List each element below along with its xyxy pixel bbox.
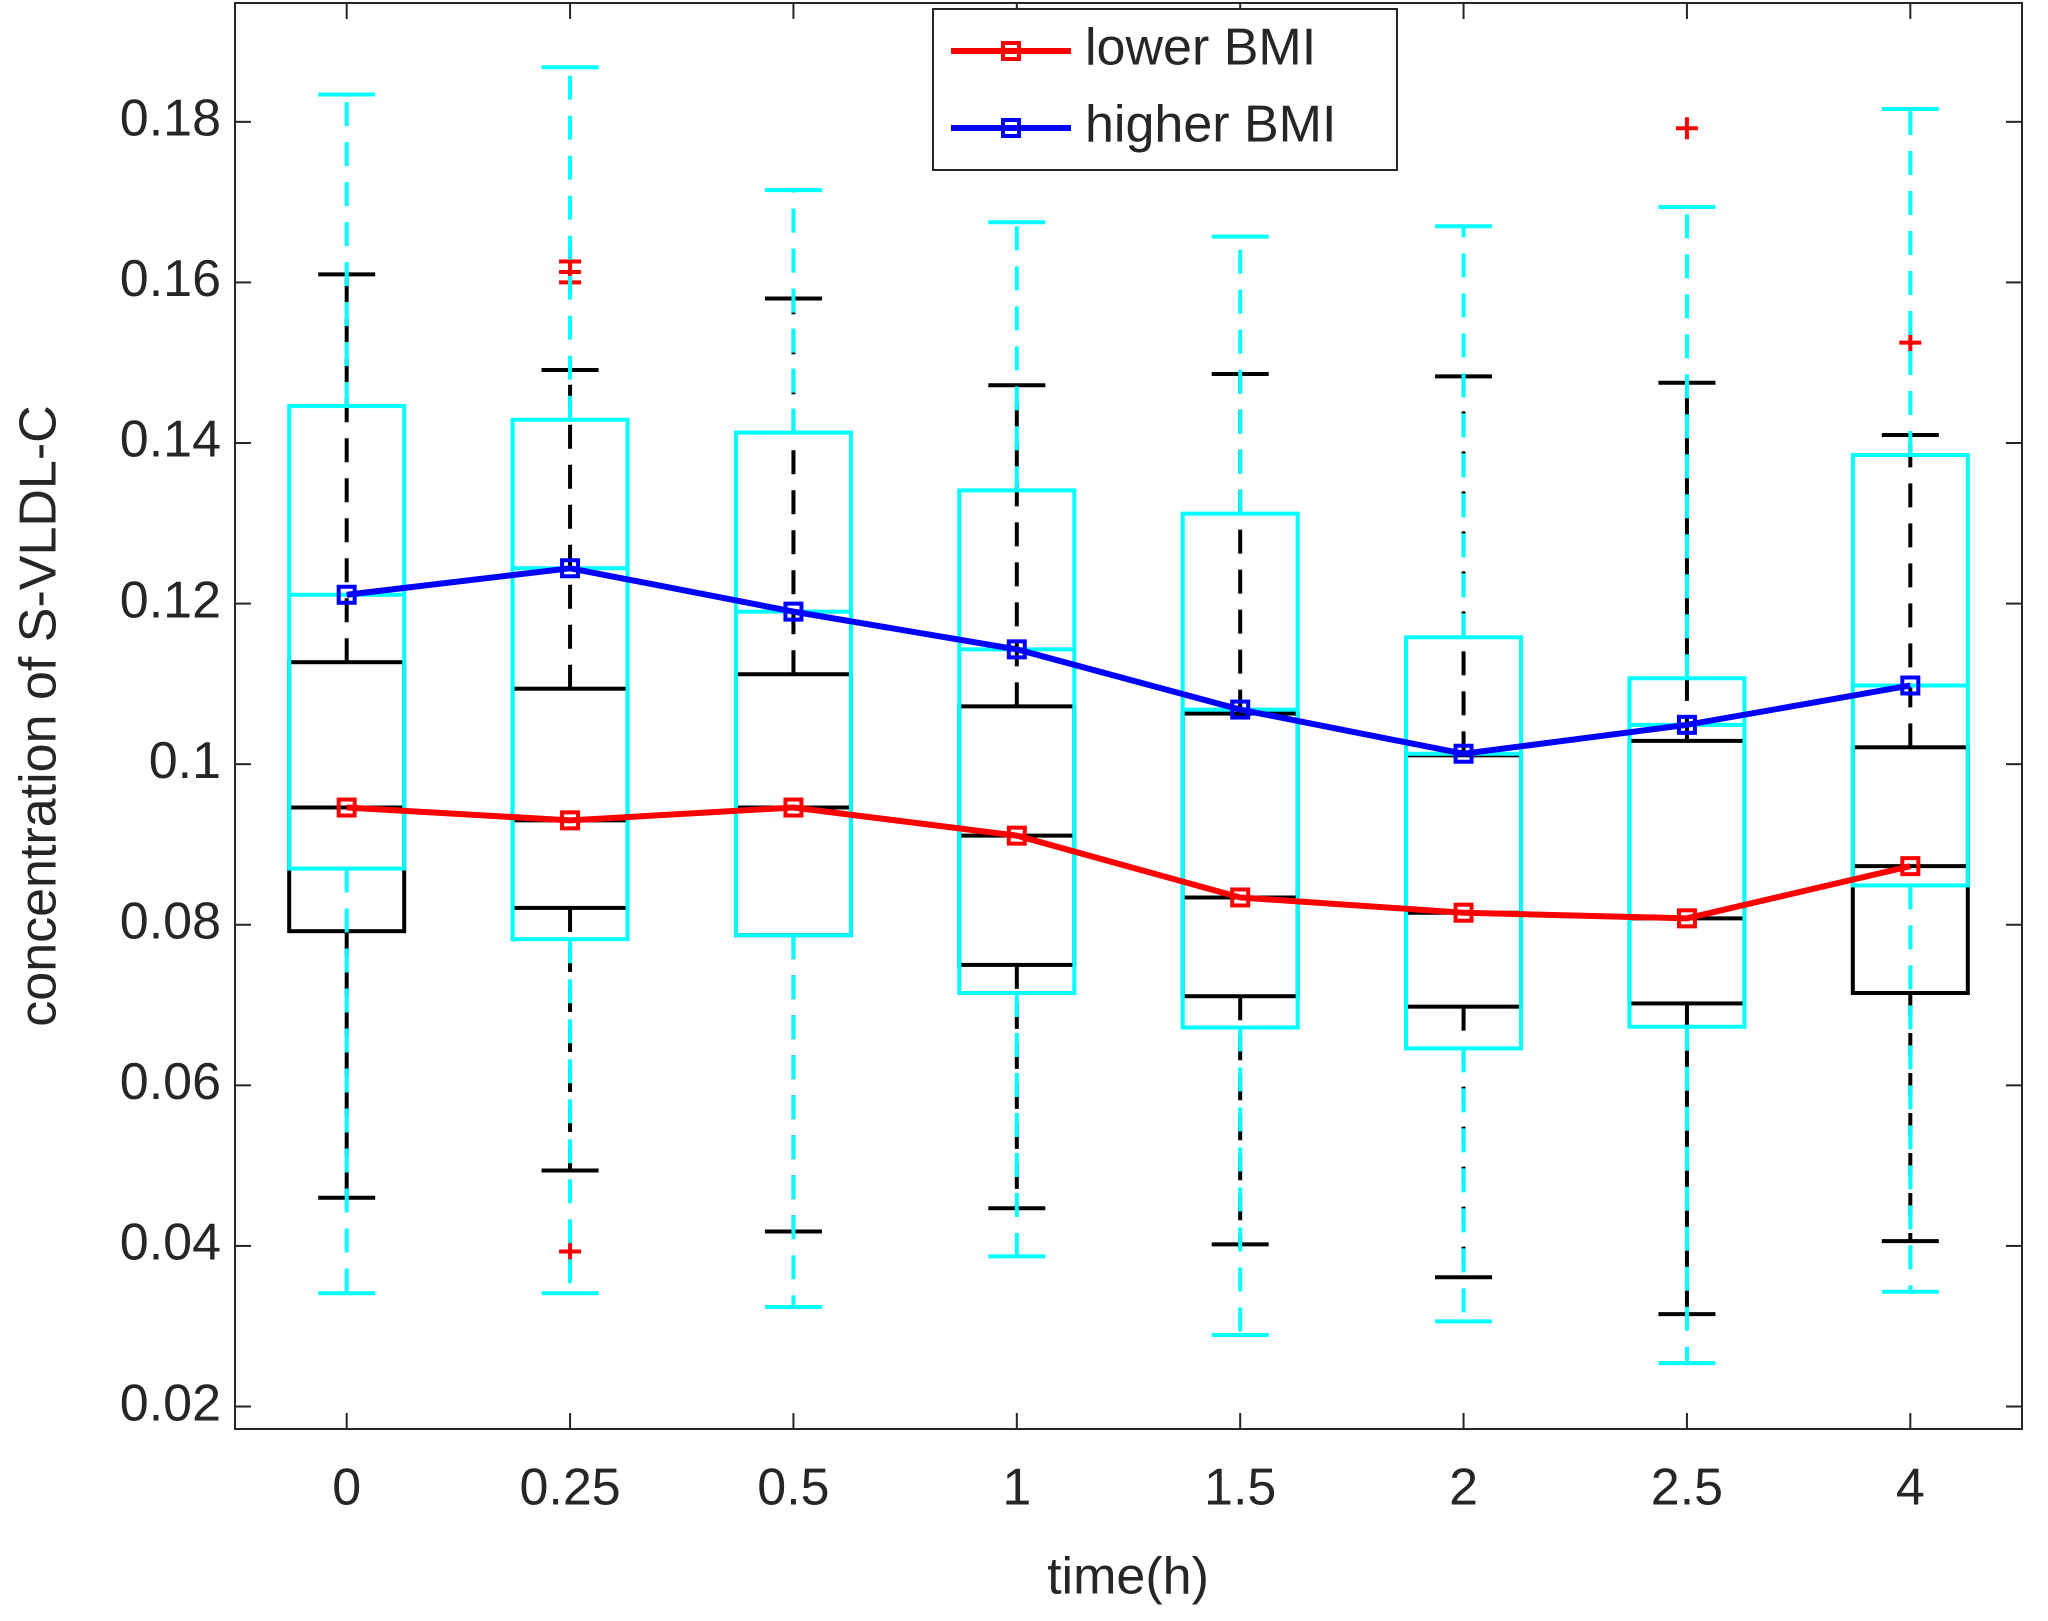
x-tick-label: 0.5 (757, 1459, 829, 1517)
line-marker (1006, 825, 1027, 846)
line-marker (336, 584, 357, 605)
y-tick-label: 0.02 (120, 1374, 221, 1432)
line-marker (560, 810, 581, 831)
box (510, 417, 630, 942)
median-line (346, 804, 1911, 922)
legend-marker (1001, 41, 1021, 61)
legend-box (932, 8, 1398, 171)
y-tick-label: 0.08 (120, 892, 221, 950)
box (1180, 511, 1300, 1030)
line-marker (1230, 699, 1251, 720)
x-axis-label: time(h) (1047, 1548, 1209, 1606)
line-marker (1453, 743, 1474, 764)
legend-marker (1001, 118, 1021, 138)
y-tick-label: 0.18 (120, 90, 221, 148)
legend-label: higher BMI (1085, 96, 1336, 154)
outlier (559, 1240, 582, 1263)
x-tick-label: 0 (332, 1459, 361, 1517)
box (1627, 738, 1747, 1006)
line-marker (1900, 856, 1921, 877)
box (733, 430, 853, 938)
line-marker (1230, 887, 1251, 908)
y-tick-label: 0.1 (149, 732, 221, 790)
line-marker (1676, 714, 1697, 735)
line-marker (1900, 675, 1921, 696)
x-tick-label: 2.5 (1651, 1459, 1723, 1517)
y-tick-label: 0.16 (120, 250, 221, 308)
box (1850, 453, 1970, 888)
line-marker (1006, 639, 1027, 660)
y-axis-label: concentration of S-VLDL-C (10, 405, 68, 1026)
box (1627, 676, 1747, 1029)
x-tick-label: 1 (1002, 1459, 1031, 1517)
x-tick-label: 4 (1896, 1459, 1925, 1517)
median-line (346, 565, 1911, 757)
x-tick-label: 1.5 (1204, 1459, 1276, 1517)
outlier (1899, 331, 1922, 354)
box (1404, 635, 1524, 1051)
line-marker (1453, 902, 1474, 923)
x-tick-label: 0.25 (519, 1459, 620, 1517)
box (510, 686, 630, 910)
y-tick-label: 0.12 (120, 571, 221, 629)
y-tick-label: 0.04 (120, 1214, 221, 1272)
y-tick-label: 0.14 (120, 411, 221, 469)
legend-label: lower BMI (1085, 19, 1316, 77)
box (287, 404, 407, 871)
x-tick-label: 2 (1449, 1459, 1478, 1517)
line-marker (783, 797, 804, 818)
line-marker (1676, 908, 1697, 929)
box (1180, 711, 1300, 999)
box (1850, 745, 1970, 996)
box (957, 488, 1077, 996)
line-marker (783, 601, 804, 622)
outlier (1675, 117, 1698, 140)
line-marker (560, 558, 581, 579)
line-marker (336, 797, 357, 818)
box (1404, 753, 1524, 1009)
plot-area (234, 2, 2023, 1430)
y-tick-label: 0.06 (120, 1053, 221, 1111)
